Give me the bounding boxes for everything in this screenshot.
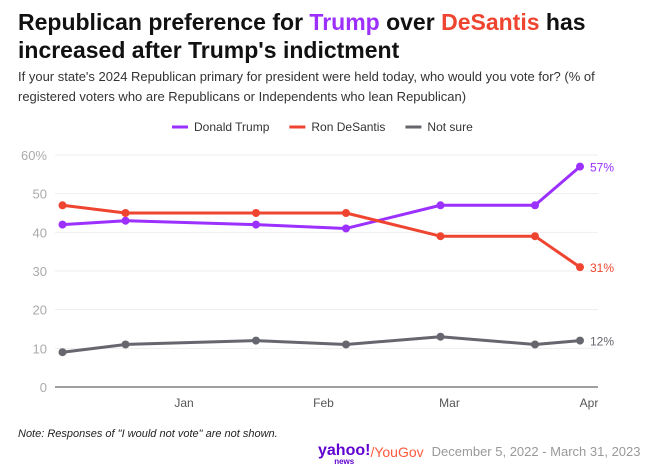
series-line	[62, 203, 581, 269]
series-line	[62, 165, 581, 230]
y-tick-label: 30	[33, 264, 47, 279]
legend-label: Ron DeSantis	[311, 120, 385, 134]
title-trump: Trump	[309, 9, 380, 35]
data-point	[576, 336, 584, 345]
data-point	[252, 220, 260, 229]
title-text: over	[379, 9, 442, 35]
end-label: 12%	[590, 335, 614, 349]
data-point	[342, 340, 350, 349]
date-range: December 5, 2022 - March 31, 2023	[431, 444, 641, 459]
y-tick-label: 50	[33, 187, 47, 202]
yahoo-news-logo: yahoo! news	[318, 442, 371, 467]
data-point	[252, 209, 260, 217]
data-point	[531, 340, 539, 349]
data-point	[531, 201, 539, 210]
legend-label: Donald Trump	[194, 120, 270, 134]
x-tick-label: Feb	[313, 396, 334, 410]
data-point	[436, 201, 445, 210]
data-point	[342, 224, 350, 233]
data-point	[58, 201, 67, 210]
data-point	[121, 216, 130, 225]
data-point	[576, 263, 584, 272]
series-line	[62, 335, 581, 354]
y-tick-label: 20	[33, 303, 47, 318]
x-tick-label: Jan	[174, 396, 193, 410]
end-label: 31%	[590, 261, 614, 275]
note: Note: Responses of "I would not vote" ar…	[18, 428, 278, 440]
y-tick-label: 10	[33, 341, 47, 356]
data-point	[342, 209, 350, 217]
data-point	[121, 340, 130, 349]
subtitle: If your state's 2024 Republican primary …	[18, 69, 595, 104]
data-point	[58, 348, 67, 357]
data-point	[576, 162, 584, 171]
title-desantis: DeSantis	[441, 9, 540, 35]
data-point	[252, 336, 260, 345]
end-label: 57%	[590, 161, 614, 175]
title-text: Republican preference for	[18, 9, 310, 35]
legend-label: Not sure	[427, 120, 473, 134]
data-point	[436, 332, 445, 341]
y-tick-label: 40	[33, 225, 47, 240]
y-tick-label: 60%	[21, 148, 47, 163]
x-tick-label: Mar	[439, 396, 460, 410]
y-tick-label: 0	[40, 380, 47, 395]
data-point	[58, 220, 67, 229]
yougov-logo: /YouGov	[370, 444, 424, 460]
data-point	[436, 232, 445, 241]
x-tick-label: Apr	[580, 396, 599, 410]
title-text: has increased after Trump's indictment	[18, 9, 586, 63]
chart-title: Republican preference for Trump over DeS…	[18, 8, 638, 64]
data-point	[531, 232, 539, 241]
data-point	[121, 209, 130, 217]
footer: yahoo! news /YouGov December 5, 2022 - Ma…	[318, 442, 641, 467]
